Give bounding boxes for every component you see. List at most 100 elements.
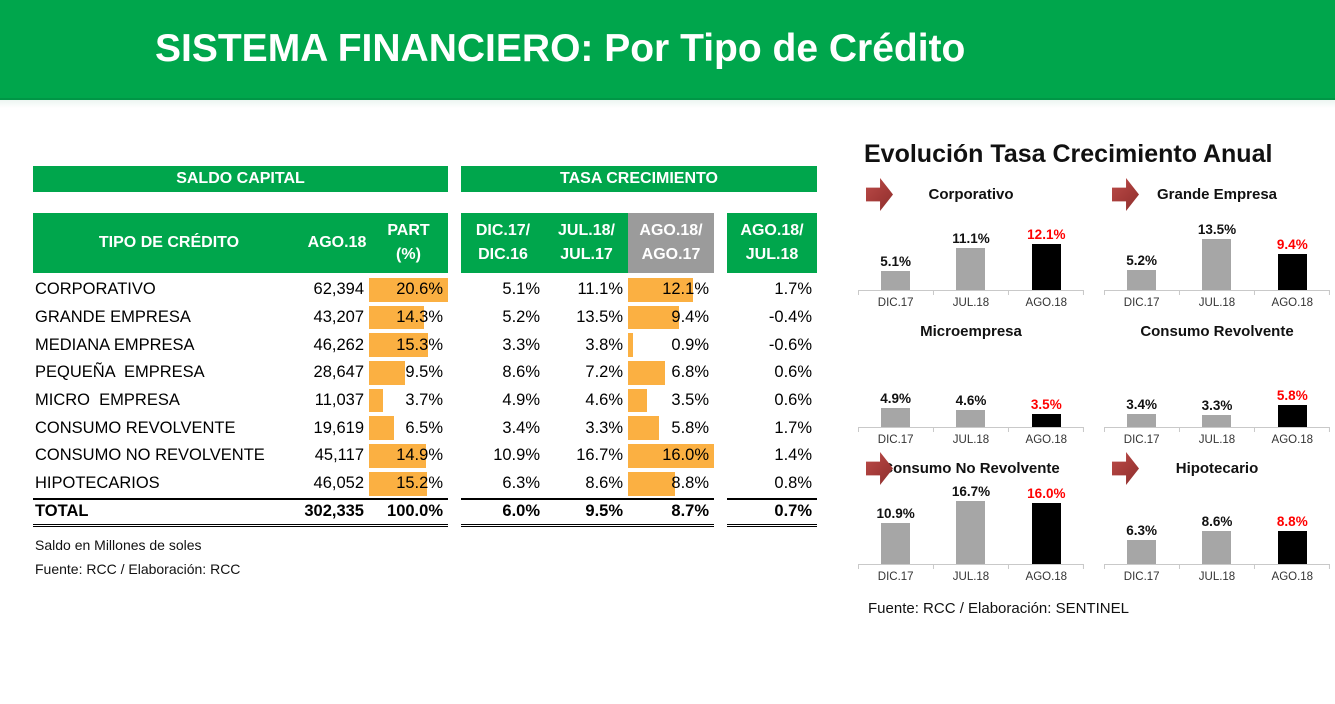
bar-value-label: 10.9% [876,505,915,521]
bar-slot: 10.9% [858,506,933,564]
chart-header: Corporativo [858,178,1084,211]
column-header-dic17-dic16: DIC.17/ DIC.16 [461,213,545,273]
data-bar [369,305,424,330]
data-bar [369,333,428,358]
column-header-label: DIC.16 [478,246,528,263]
growth-ago18-cell: 8.7% [628,497,714,527]
bar-value-label: 5.2% [1126,253,1158,269]
category-labels: DIC.17 JUL.18 AGO.18 [858,297,1084,309]
bar-slot: 16.0% [1009,486,1084,564]
growth-jul18-cell: 16.7% [576,446,623,465]
bar-slot: 5.1% [858,254,933,290]
category-label: JUL.18 [1198,297,1236,309]
data-bar [369,361,406,385]
credit-type-cell: MEDIANA EMPRESA [35,335,195,354]
bar-slot: 8.8% [1255,514,1330,564]
part-value: 15.3% [396,335,443,354]
category-label: DIC.17 [1123,297,1160,309]
chart-header: Microempresa [858,319,1084,345]
axis-ticks [858,565,1084,569]
column-header-ago18-jul18: AGO.18/ JUL.18 [727,213,817,273]
category-label: JUL.18 [952,571,990,583]
growth-ago18-value: 16.0% [662,446,709,465]
saldo-ago18-cell: 11,037 [314,391,364,410]
growth-ago18-value: 6.8% [671,363,709,382]
category-labels: DIC.17 JUL.18 AGO.18 [858,434,1084,446]
bar-slot: 3.3% [1179,397,1254,427]
growth-jul18-cell: 4.6% [585,391,623,410]
bar-value-label: 3.3% [1201,397,1233,413]
chart-title: Hipotecario [1175,460,1259,477]
table-row: MICRO EMPRESA 11,037 3.7% 4.9% 4.6% 3.5%… [33,387,817,415]
column-gap [448,442,461,470]
footnote-units: Saldo en Millones de soles [35,537,202,553]
bar-slot: 11.1% [933,231,1008,290]
bar-value-label: 12.1% [1027,227,1066,242]
category-label: DIC.17 [1123,571,1160,583]
growth-dic17-cell: 5.2% [502,308,540,327]
monthly-var-cell: 0.6% [774,391,812,410]
credit-type-cell: TOTAL [33,497,305,527]
data-bar [628,305,679,330]
part-value: 20.6% [396,280,443,299]
column-header-label: TIPO DE CRÉDITO [98,234,240,251]
table-row: HIPOTECARIOS 46,052 15.2% 6.3% 8.6% 8.8%… [33,470,817,498]
chart-title: Microempresa [920,323,1022,340]
bar [956,500,986,564]
growth-ago18-value: 9.4% [671,308,709,327]
growth-ago18-cell: 8.8% [628,470,714,498]
part-value: 15.2% [396,474,443,493]
column-header-inner: AGO.18/ JUL.18 [727,213,817,273]
bar-value-label: 3.4% [1126,397,1158,413]
part-cell: 9.5% [369,359,448,387]
growth-jul18-cell: 11.1% [577,280,623,299]
bar [881,522,911,564]
mini-chart-consumo-no-revolvente: Consumo No Revolvente 10.9% 16.7% 16.0% … [858,452,1084,583]
mini-chart-microempresa: Microempresa 4.9% 4.6% 3.5% DIC.17 JUL.18… [858,319,1084,446]
banner-shadow [0,100,1335,108]
monthly-var-cell: 0.8% [774,474,812,493]
data-bar [369,444,427,468]
bar [956,409,986,427]
axis-ticks [858,428,1084,432]
bar-value-label: 8.6% [1201,514,1233,530]
table-row: PEQUEÑA EMPRESA 28,647 9.5% 8.6% 7.2% 6.… [33,359,817,387]
bar [1202,238,1232,290]
category-label: AGO.18 [1271,297,1314,309]
bar [1202,531,1232,564]
footnote-source-table: Fuente: RCC / Elaboración: RCC [35,561,241,577]
data-bar [369,471,428,496]
column-header-tipo-credito: TIPO DE CRÉDITO [33,213,305,273]
data-bar [628,333,633,358]
category-labels: DIC.17 JUL.18 AGO.18 [1104,434,1330,446]
bar-slot: 16.7% [933,484,1008,564]
bar-value-label: 4.9% [880,391,912,407]
column-gap [714,304,727,332]
credit-type-cell: HIPOTECARIOS [35,474,160,493]
category-label: JUL.18 [952,434,990,446]
monthly-var-cell: 1.7% [774,280,812,299]
data-bar [628,416,660,441]
category-labels: DIC.17 JUL.18 AGO.18 [858,571,1084,583]
column-header-group-tasa: DIC.17/ DIC.16 JUL.18/ JUL.17 [461,213,628,273]
axis-ticks [1104,428,1330,432]
growth-jul18-cell: 8.6% [585,474,623,493]
column-header-label: AGO.17 [641,246,701,263]
growth-ago18-value: 0.9% [671,335,709,354]
saldo-ago18-cell: 45,117 [314,446,364,465]
axis-ticks [1104,565,1330,569]
column-header-label: PART [387,222,430,239]
category-label: AGO.18 [1025,571,1068,583]
bar [956,247,986,290]
chart-plot: 3.4% 3.3% 5.8% [1104,347,1330,428]
credit-type-cell: GRANDE EMPRESA [35,308,191,327]
bar [1031,413,1061,427]
growth-ago18-cell: 9.4% [628,304,714,332]
charts-grid: Corporativo 5.1% 11.1% 12.1% DIC.17 JUL.1… [858,178,1330,583]
saldo-ago18-cell: 43,207 [313,308,364,327]
bar [1031,503,1061,564]
column-header-ago18-ago17: AGO.18/ AGO.17 [628,213,714,273]
chart-title: Consumo Revolvente [1140,323,1294,340]
monthly-var-cell: 1.4% [774,446,812,465]
growth-dic17-cell: 3.4% [502,418,540,437]
